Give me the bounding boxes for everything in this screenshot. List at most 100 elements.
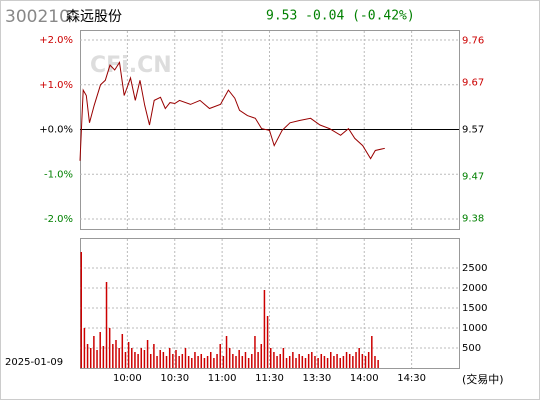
volume-bar	[96, 350, 98, 368]
volume-bar	[93, 336, 95, 368]
volume-bar	[244, 352, 247, 368]
y2-tick-label: 9.76	[462, 36, 484, 47]
volume-bar	[257, 352, 259, 368]
volume-bar	[222, 356, 225, 368]
volume-bar	[206, 356, 209, 368]
y2-tick-label: 9.47	[462, 171, 484, 182]
y-tick-label: 2000	[462, 283, 487, 294]
y-tick-label: +2.0%	[39, 35, 73, 46]
volume-bar	[86, 344, 89, 368]
volume-bar	[175, 350, 177, 368]
volume-bar	[270, 348, 272, 368]
volume-bar	[156, 356, 158, 368]
volume-bar	[168, 348, 171, 368]
volume-bar	[304, 358, 307, 368]
volume-bar	[172, 354, 174, 368]
x-tick-label: 11:30	[255, 373, 284, 384]
volume-bar	[266, 316, 269, 368]
volume-bar	[320, 354, 323, 368]
volume-bar	[254, 336, 256, 368]
volume-bar	[216, 354, 218, 368]
volume-bar	[241, 356, 244, 368]
volume-bar	[307, 354, 310, 368]
volume-bar	[194, 352, 196, 368]
volume-bar	[348, 354, 351, 368]
volume-bar	[127, 342, 130, 368]
volume-bar	[317, 358, 319, 368]
volume-bar	[355, 352, 357, 368]
quote: 9.53 -0.04 (-0.42%)	[266, 9, 415, 24]
x-tick-label: 10:00	[113, 373, 142, 384]
volume-bar	[298, 354, 300, 368]
volume-bar	[213, 358, 215, 368]
volume-bar	[295, 358, 297, 368]
volume-bar	[279, 354, 281, 368]
volume-bar	[273, 352, 275, 368]
volume-bar	[301, 356, 304, 368]
date: 2025-01-09	[5, 357, 63, 368]
volume-bar	[228, 348, 231, 368]
volume-bar	[314, 356, 316, 368]
x-tick-label: 14:00	[350, 373, 379, 384]
volume-bar	[187, 356, 190, 368]
volume-bar	[292, 352, 294, 368]
volume-bar	[219, 344, 221, 368]
volume-bar	[285, 358, 288, 368]
volume-bar	[260, 344, 263, 368]
volume-bar	[140, 348, 143, 368]
volume-bar	[165, 356, 168, 368]
volume-bar	[371, 336, 373, 368]
x-tick-label: 13:30	[302, 373, 331, 384]
volume-bar	[153, 344, 155, 368]
volume-bar	[263, 290, 266, 368]
y-tick-label: 500	[462, 343, 481, 354]
volume-bar	[336, 354, 338, 368]
stock-code: 300210	[5, 7, 70, 27]
volume-bar	[162, 352, 165, 368]
y2-tick-label: 9.67	[462, 78, 484, 89]
volume-bar	[361, 354, 364, 368]
x-tick-label: 14:30	[397, 373, 426, 384]
volume-bar	[288, 356, 291, 368]
volume-bar	[178, 356, 180, 368]
status: (交易中)	[462, 372, 504, 386]
y-tick-label: +1.0%	[39, 80, 73, 91]
x-tick-label: 11:00	[208, 373, 237, 384]
volume-bar	[89, 348, 92, 368]
volume-bar	[345, 352, 348, 368]
volume-bar	[181, 354, 184, 368]
volume-bar	[131, 348, 133, 368]
volume-bar	[225, 336, 228, 368]
volume-bar	[137, 354, 139, 368]
volume-bar	[184, 348, 187, 368]
volume-bar	[326, 358, 329, 368]
volume-bar	[311, 352, 313, 368]
y2-tick-label: 9.57	[462, 125, 484, 136]
volume-bar	[339, 358, 341, 368]
volume-bar	[330, 352, 332, 368]
stock-name: 森远股份	[66, 9, 122, 25]
price-line	[79, 60, 385, 161]
volume-bar	[124, 352, 127, 368]
volume-bar	[115, 340, 117, 368]
volume-bar	[282, 348, 285, 368]
y-tick-label: 1000	[462, 323, 487, 334]
volume-bar	[377, 360, 379, 368]
volume-bar	[146, 340, 149, 368]
volume-bar	[112, 344, 114, 368]
volume-bar	[83, 328, 86, 368]
watermark: CFi.CN	[90, 53, 172, 78]
volume-bar	[197, 356, 199, 368]
y-tick-label: -2.0%	[44, 214, 73, 225]
volume-bar	[159, 350, 161, 368]
volume-bar	[374, 356, 376, 368]
y-tick-label: 2500	[462, 263, 487, 274]
volume-bar	[367, 352, 370, 368]
volume-bar	[238, 350, 240, 368]
y2-tick-label: 9.38	[462, 213, 484, 224]
volume-bar	[134, 352, 136, 368]
volume-bar	[333, 356, 335, 368]
volume-bar	[121, 334, 124, 368]
volume-bar	[352, 356, 354, 368]
volume-bar	[364, 356, 367, 368]
